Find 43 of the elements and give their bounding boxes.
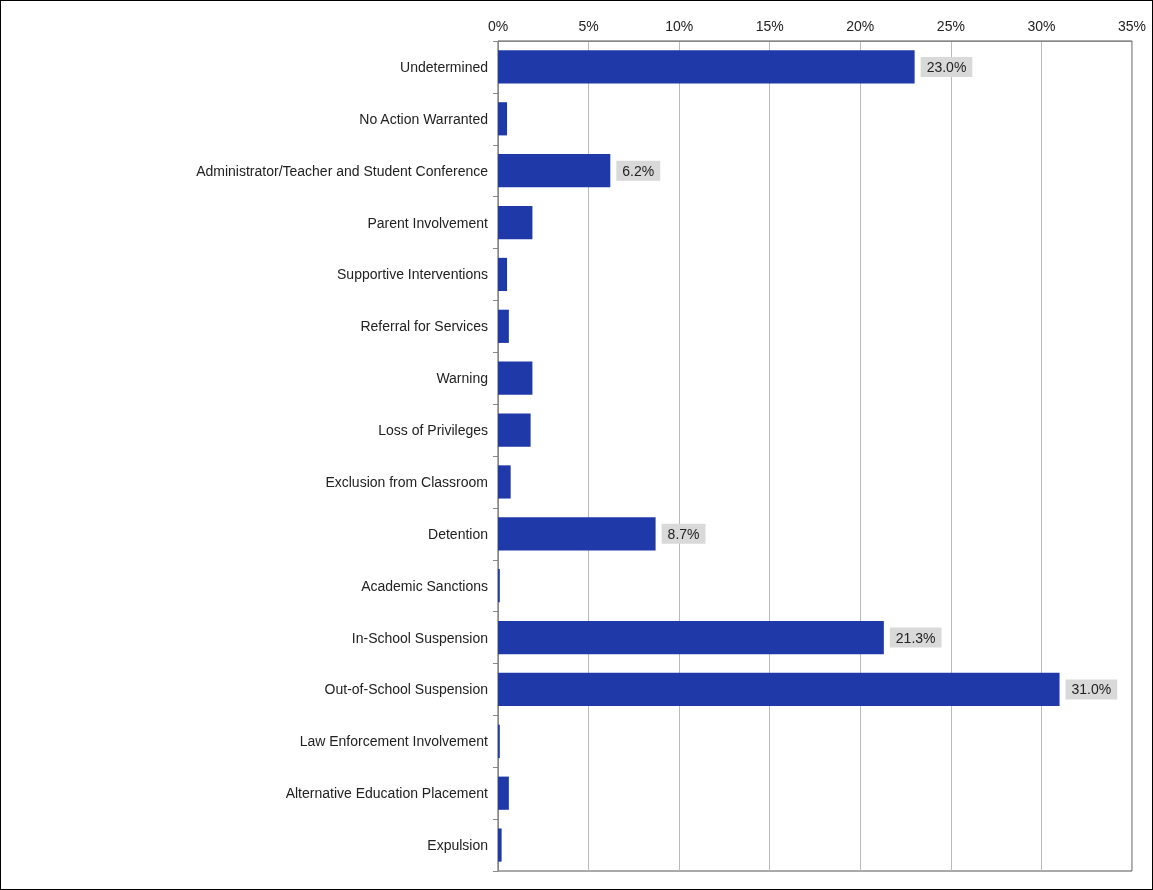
y-tick-label: Parent Involvement bbox=[367, 214, 489, 231]
bar bbox=[498, 620, 884, 655]
data-label: 31.0% bbox=[1071, 681, 1112, 698]
bar bbox=[498, 672, 1060, 707]
data-label: 8.7% bbox=[667, 525, 700, 542]
bar bbox=[498, 361, 533, 395]
y-tick-label: Loss of Privileges bbox=[378, 422, 488, 439]
bar bbox=[498, 828, 502, 862]
bar bbox=[498, 205, 533, 240]
bar bbox=[498, 517, 656, 551]
data-label: 21.3% bbox=[895, 629, 936, 646]
y-tick-label: Undetermined bbox=[400, 58, 488, 75]
y-tick-label: Law Enforcement Involvement bbox=[299, 733, 489, 750]
x-tick-label: 20% bbox=[846, 18, 875, 34]
bar bbox=[498, 309, 509, 343]
y-tick-label: No Action Warranted bbox=[359, 110, 488, 127]
y-tick-label: Expulsion bbox=[427, 837, 488, 854]
x-tick-label: 30% bbox=[1027, 18, 1056, 34]
x-tick-label: 5% bbox=[578, 18, 599, 34]
bar bbox=[498, 50, 915, 84]
bar bbox=[498, 102, 508, 136]
y-tick-label: Academic Sanctions bbox=[361, 577, 488, 594]
y-tick-label: Supportive Interventions bbox=[337, 266, 488, 283]
y-tick-label: Detention bbox=[428, 525, 488, 542]
y-tick-label: Warning bbox=[436, 370, 488, 387]
bar bbox=[498, 413, 531, 447]
y-tick-label: Alternative Education Placement bbox=[285, 785, 489, 802]
y-tick-label: Administrator/Teacher and Student Conference bbox=[196, 162, 489, 179]
y-tick-label: Referral for Services bbox=[360, 318, 488, 335]
x-tick-label: 15% bbox=[755, 18, 784, 34]
x-tick-label: 10% bbox=[665, 18, 694, 34]
x-tick-label: 0% bbox=[487, 18, 509, 34]
bar bbox=[498, 154, 611, 188]
data-label: 6.2% bbox=[622, 162, 655, 179]
x-tick-label: 25% bbox=[936, 18, 965, 34]
data-label: 23.0% bbox=[926, 58, 967, 75]
bar bbox=[498, 776, 509, 810]
bar bbox=[498, 465, 511, 499]
y-tick-label: Out-of-School Suspension bbox=[324, 681, 488, 698]
x-tick-label: 35% bbox=[1117, 18, 1147, 34]
y-tick-label: Exclusion from Classroom bbox=[325, 473, 488, 490]
bar bbox=[498, 257, 508, 292]
y-tick-label: In-School Suspension bbox=[351, 629, 488, 646]
